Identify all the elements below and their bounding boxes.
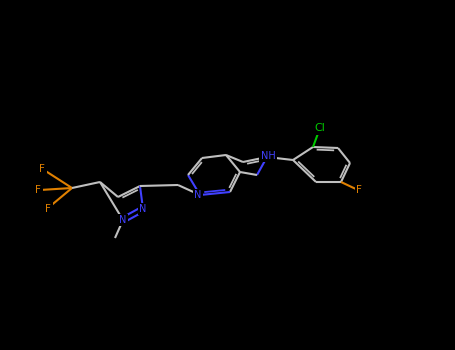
Text: F: F <box>45 204 51 214</box>
Text: NH: NH <box>261 151 275 161</box>
Text: Cl: Cl <box>314 123 325 133</box>
Text: F: F <box>356 185 362 195</box>
Text: F: F <box>39 164 45 174</box>
Text: N: N <box>139 204 147 214</box>
Text: N: N <box>119 215 126 225</box>
Text: N: N <box>194 190 202 200</box>
Text: F: F <box>35 185 41 195</box>
